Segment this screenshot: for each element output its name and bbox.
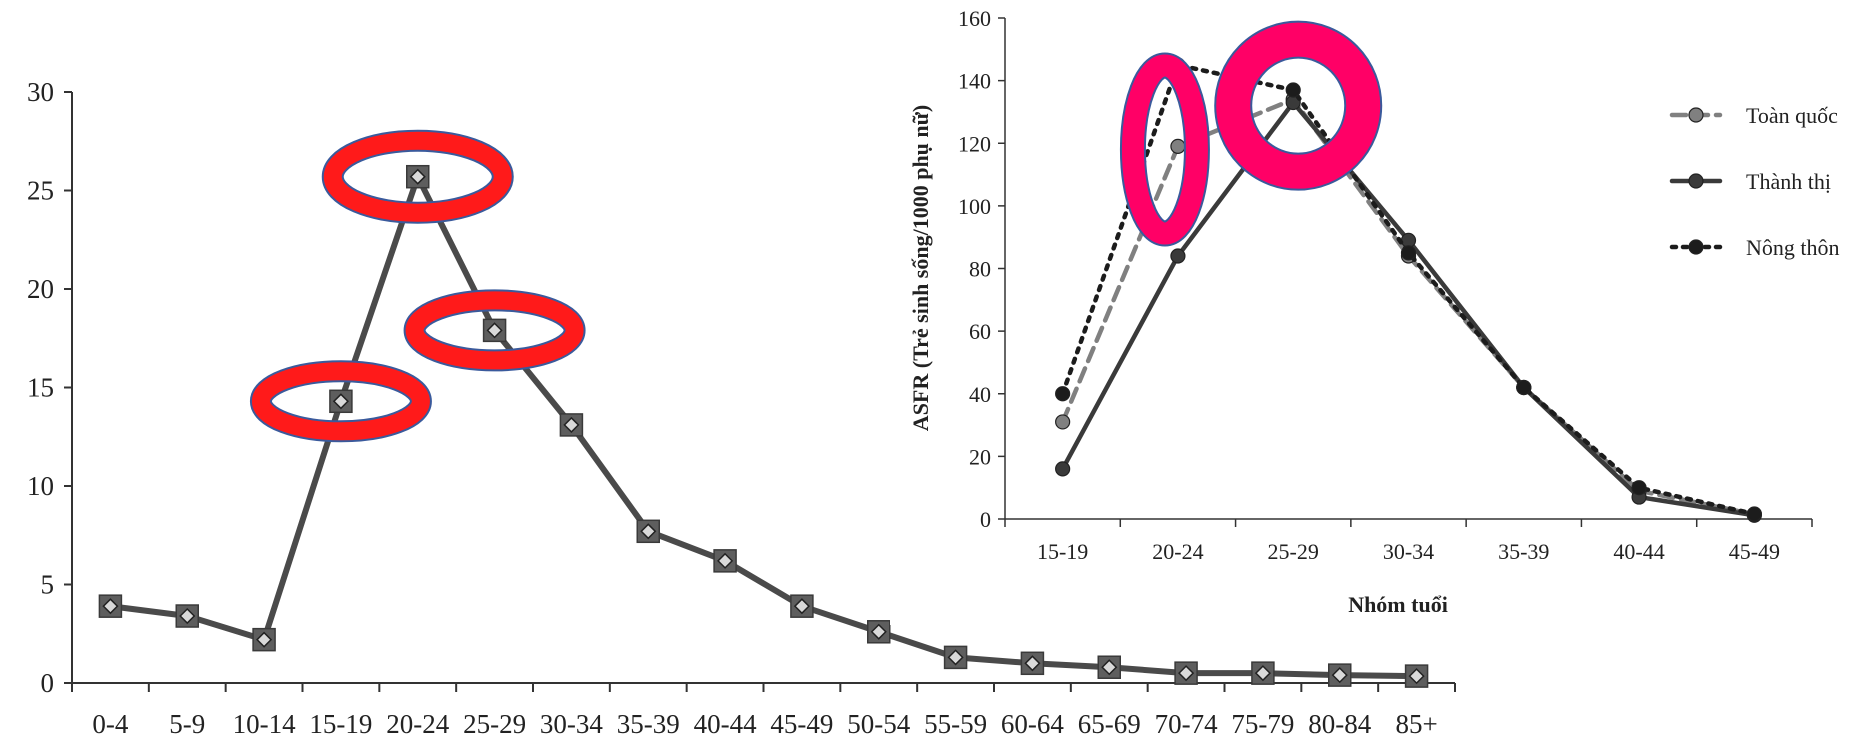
x-tick-label: 55-59 (924, 709, 987, 739)
data-point-diamond (640, 523, 657, 540)
data-point-diamond (717, 552, 734, 569)
data-point-diamond (102, 598, 119, 615)
y-tick-label: 60 (969, 319, 991, 344)
x-tick-label: 65-69 (1078, 709, 1141, 739)
data-point-diamond (486, 322, 503, 339)
x-tick-label: 5-9 (169, 709, 205, 739)
y-tick-label: 140 (958, 69, 991, 94)
x-tick-label: 45-49 (1729, 539, 1780, 564)
x-tick-label: 30-34 (1383, 539, 1434, 564)
x-tick-label: 25-29 (463, 709, 526, 739)
data-point-diamond (256, 631, 273, 648)
x-tick-label: 45-49 (770, 709, 833, 739)
series-2-point (1631, 480, 1647, 496)
data-point-diamond (179, 607, 196, 625)
x-tick-label: 60-64 (1001, 709, 1064, 739)
y-tick-label: 40 (969, 382, 991, 407)
highlight-ring (1121, 54, 1208, 245)
legend-swatch-marker (1688, 239, 1704, 255)
asfr-chart: 0 20 40 60 80 100 120 140 160 15-19 20-24 25-29 30-3… (890, 0, 1864, 625)
x-tick-label: 20-24 (386, 709, 449, 739)
data-point-diamond (1331, 667, 1348, 684)
x-tick-label: 80-84 (1308, 709, 1371, 739)
y-tick-label: 80 (969, 257, 991, 282)
legend-swatch-marker (1688, 173, 1704, 189)
series-2-point (1746, 506, 1762, 522)
x-tick-label: 70-74 (1155, 709, 1218, 739)
data-point-diamond (1024, 655, 1041, 672)
legend-label: Thành thị (1746, 169, 1831, 194)
highlight-ring (1216, 22, 1381, 189)
series-2-point (1285, 82, 1301, 98)
data-point-diamond (1408, 668, 1425, 685)
x-tick-label: 75-79 (1231, 709, 1294, 739)
y-axis-title: ASFR (Trẻ sinh sống/1000 phụ nữ) (908, 105, 933, 431)
x-tick-label: 20-24 (1152, 539, 1203, 564)
series-2-point (1516, 379, 1532, 396)
y-tick-label: 120 (958, 131, 991, 156)
data-point-diamond (332, 393, 349, 410)
legend-label: Nông thôn (1746, 235, 1840, 260)
highlight-ring (323, 131, 512, 222)
y-tick-label: 25 (27, 176, 54, 206)
series-2-point (1400, 245, 1417, 261)
data-point-diamond (409, 168, 426, 185)
age-distribution-chart: 0 5 10 15 20 25 30 0-4 5-9 10-14 15-19 20-24 25-29 30… (27, 77, 1456, 739)
data-point-diamond (870, 623, 887, 640)
x-tick-label: 40-44 (694, 709, 757, 739)
x-tick-label: 0-4 (92, 709, 128, 739)
x-tick-label: 40-44 (1613, 539, 1664, 564)
y-tick-label: 10 (27, 471, 54, 501)
data-point-diamond (947, 649, 964, 666)
legend-label: Toàn quốc (1746, 103, 1838, 128)
highlight-ring (405, 291, 584, 370)
y-tick-label: 30 (27, 77, 54, 107)
series-1-point (1170, 248, 1186, 264)
x-tick-label: 30-34 (540, 709, 603, 739)
series-1-point (1055, 461, 1071, 477)
y-tick-label: 160 (958, 6, 991, 31)
y-tick-label: 20 (969, 444, 991, 469)
x-tick-label: 15-19 (309, 709, 372, 739)
series-0-point (1170, 138, 1186, 154)
x-tick-label: 35-39 (1498, 539, 1549, 564)
data-point-diamond (563, 416, 580, 433)
x-axis-title: Nhóm tuổi (1348, 592, 1448, 617)
x-tick-label: 85+ (1395, 709, 1437, 739)
y-tick-label: 0 (980, 507, 991, 532)
x-tick-label: 35-39 (617, 709, 680, 739)
x-tick-label: 15-19 (1037, 539, 1088, 564)
data-point-diamond (1254, 665, 1271, 682)
y-tick-label: 0 (41, 668, 55, 698)
series-1-point (1400, 232, 1417, 248)
y-tick-label: 5 (41, 570, 55, 600)
x-tick-label: 50-54 (847, 709, 910, 739)
y-tick-label: 20 (27, 274, 54, 304)
highlight-ring (251, 362, 430, 441)
data-point-diamond (793, 598, 810, 615)
data-point-diamond (1101, 659, 1118, 676)
y-tick-label: 15 (27, 373, 54, 403)
series-2-point (1055, 386, 1071, 402)
data-point-diamond (1178, 665, 1195, 682)
series-0-point (1055, 414, 1071, 430)
y-tick-label: 100 (958, 194, 991, 219)
x-tick-label: 25-29 (1268, 539, 1319, 564)
x-tick-label: 10-14 (233, 709, 296, 739)
legend-swatch-marker (1688, 107, 1704, 123)
